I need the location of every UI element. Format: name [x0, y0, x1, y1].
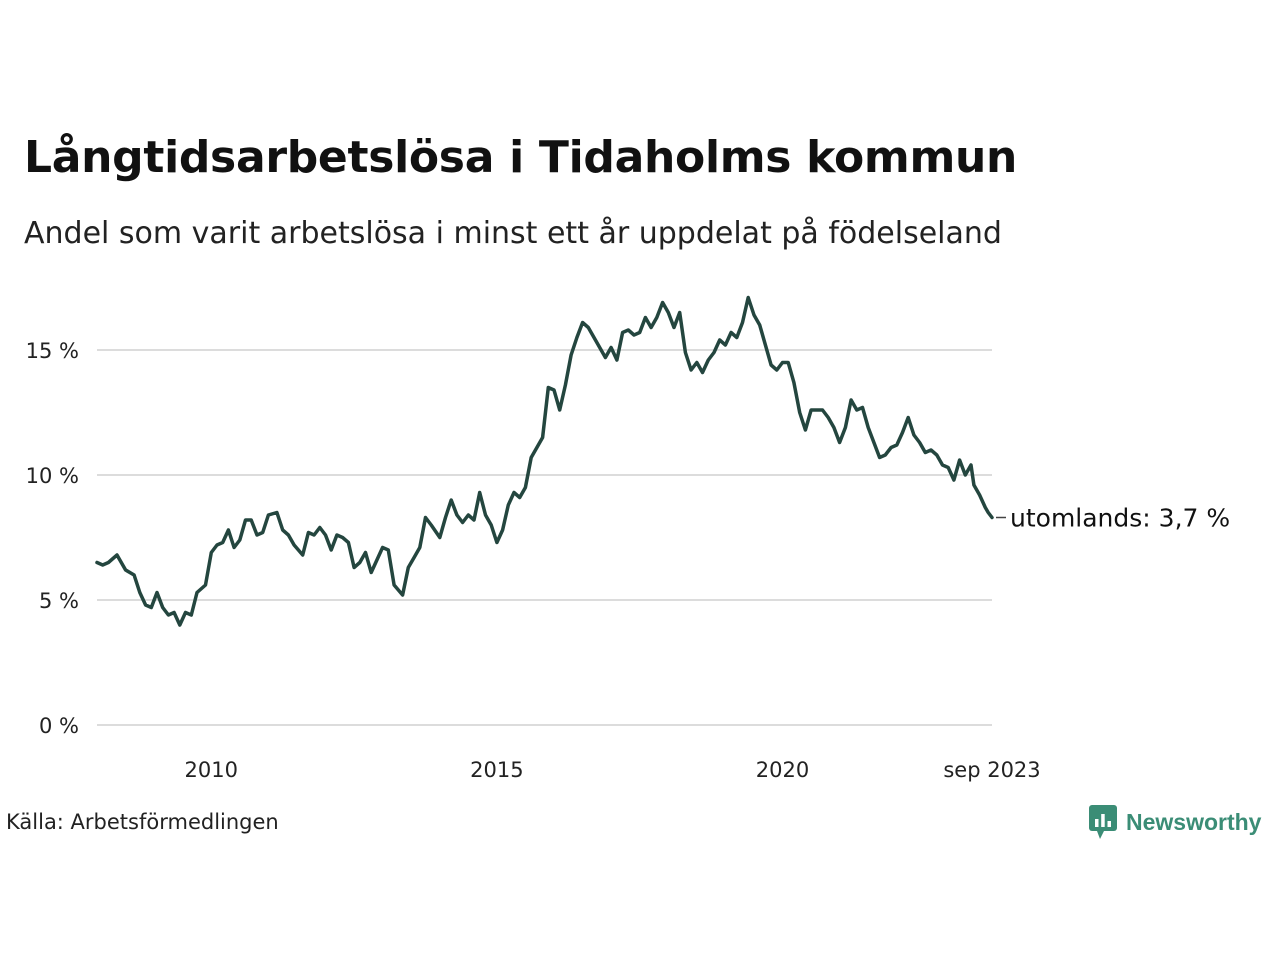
chart-title: Långtidsarbetslösa i Tidaholms kommun — [24, 132, 1018, 183]
x-axis: 2010 2015 2020 sep 2023 — [185, 758, 1041, 782]
y-tick-label: 5 % — [39, 589, 79, 613]
y-tick-label: 15 % — [26, 339, 79, 363]
series-lines — [95, 295, 994, 627]
series-end-label: utomlands: 3,7 % — [1010, 504, 1230, 533]
x-tick-label: 2015 — [470, 758, 523, 782]
gridlines — [97, 349, 992, 726]
series-end-labels: utomlands: 3,7 % — [996, 504, 1230, 533]
x-tick-label: sep 2023 — [943, 758, 1040, 782]
y-axis: 0 % 5 % 10 % 15 % — [26, 339, 79, 738]
brand-logo: Newsworthy — [1088, 804, 1261, 840]
chart-subtitle: Andel som varit arbetslösa i minst ett å… — [24, 216, 1002, 251]
brand-name: Newsworthy — [1126, 808, 1262, 835]
source-note: Källa: Arbetsförmedlingen — [6, 810, 279, 834]
newsworthy-logo-icon — [1089, 805, 1117, 839]
line-chart: 0 % 5 % 10 % 15 % 2010 2015 2020 sep 2023 utom… — [26, 295, 1230, 782]
y-tick-label: 0 % — [39, 714, 79, 738]
x-tick-label: 2020 — [756, 758, 809, 782]
y-tick-label: 10 % — [26, 464, 79, 488]
series-line-utomlands — [95, 295, 994, 627]
x-tick-label: 2010 — [185, 758, 238, 782]
